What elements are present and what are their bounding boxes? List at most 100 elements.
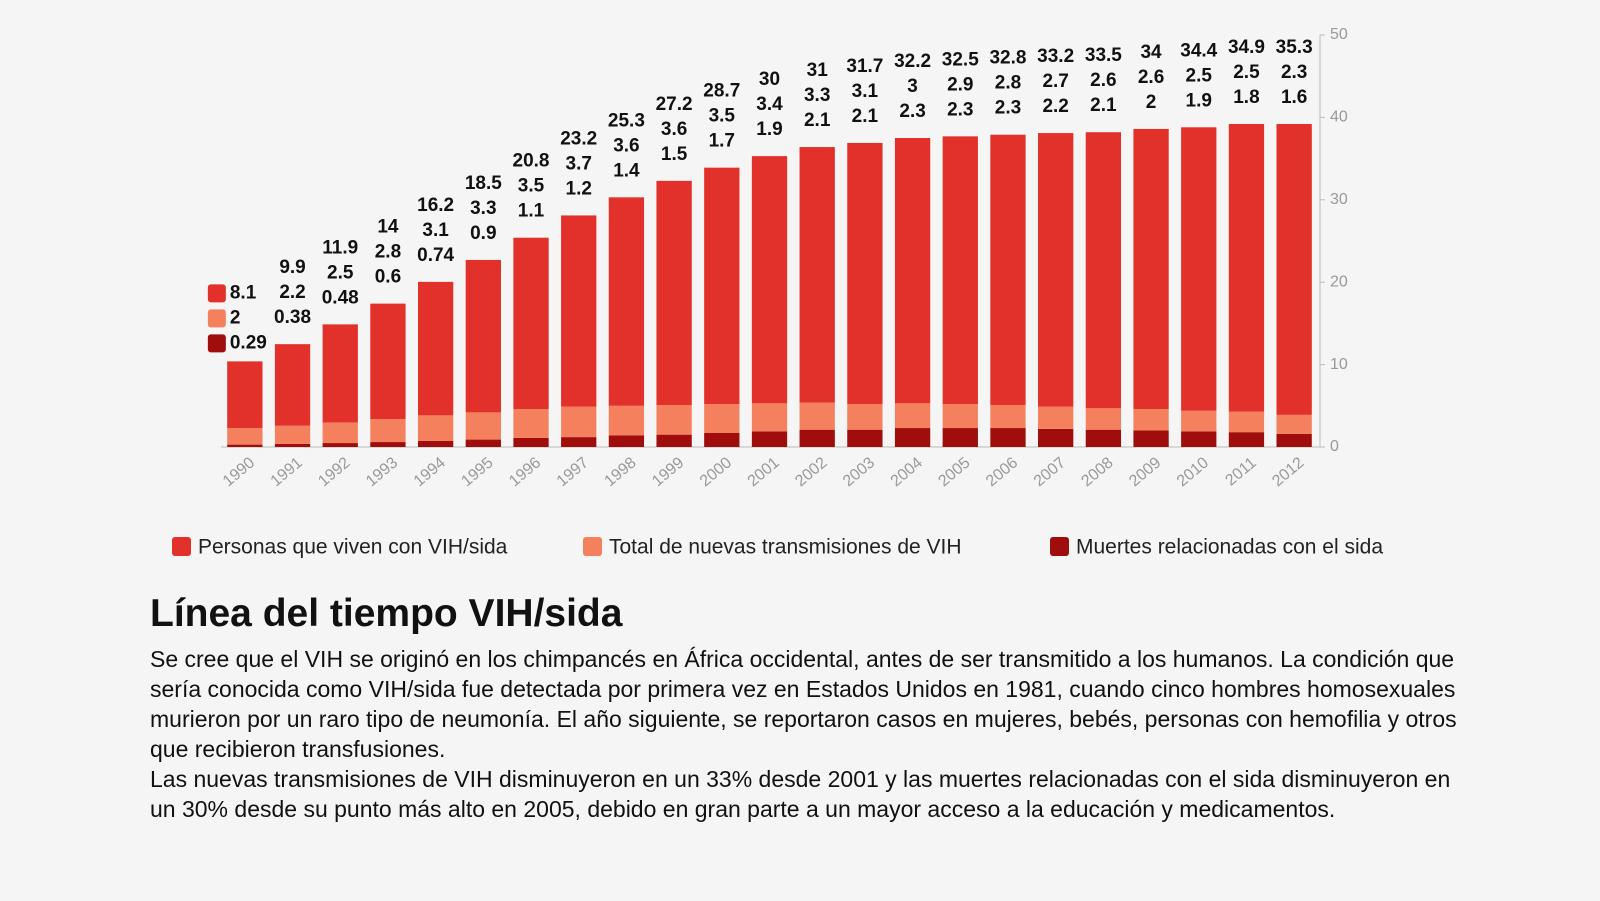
data-label: 33.2 [1037,46,1074,67]
bar-segment [322,324,358,423]
bar-segment [465,412,501,440]
x-tick-label: 2008 [1078,454,1116,490]
bar-segment [799,147,835,403]
data-label: 2.6 [1090,70,1116,91]
data-label: 23.2 [560,128,597,149]
label-swatch [207,309,226,328]
data-label: 33.5 [1085,45,1122,66]
data-label: 1.2 [566,178,592,199]
article: Línea del tiempo VIH/sida Se cree que el… [150,592,1480,824]
data-label: 9.9 [279,257,305,278]
data-label: 32.8 [989,48,1026,69]
bar-segment [561,406,597,438]
data-label: 3.5 [518,176,545,197]
bar-segment [847,429,883,447]
data-label: 14 [377,217,399,238]
bar-segment [656,434,692,447]
bar-segment [704,167,740,405]
x-tick-label: 2007 [1031,454,1069,490]
bar-segment [561,215,597,407]
data-label: 3.6 [661,119,687,140]
bar-segment [1085,408,1122,430]
x-tick-label: 2011 [1222,454,1259,489]
paragraph: Las nuevas transmisiones de VIH disminuy… [150,766,1451,822]
data-label: 3.3 [804,85,830,106]
bar-segment [1228,123,1265,412]
data-label: 2.1 [852,106,879,127]
data-label: 34 [1140,42,1162,63]
data-label: 2.3 [947,99,973,120]
bar-segment [751,403,788,432]
data-label: 11.9 [322,237,358,258]
bar-segment [990,134,1026,405]
bar-segment [561,437,597,447]
data-label: 2.8 [375,242,401,263]
bar-segment [656,180,692,405]
legend-label: Muertes relacionadas con el sida [1076,536,1383,559]
label-swatch [207,334,226,353]
data-label: 2.7 [1042,71,1068,92]
legend-swatch [583,537,602,556]
bar-segment [370,442,406,447]
bar-segment [656,404,692,435]
bar-segment [513,409,549,438]
data-label: 2.1 [1090,95,1117,116]
bar-segment [1181,410,1217,432]
chart: 0 10 20 30 40 50 8.1 2 0.29 1990 9.9 2.2 0.38 1991 11.… [172,26,1383,559]
bar-segment [990,428,1026,447]
data-label: 1.4 [613,160,640,181]
data-label: 28.7 [703,81,740,102]
x-tick-label: 1996 [506,454,544,490]
data-label: 32.2 [894,51,931,72]
bar-segment [799,402,835,430]
data-label: 2.2 [279,282,305,303]
bar-segment [227,361,263,429]
label-swatch [207,284,226,303]
bar-segment [370,303,406,419]
bar-segment [751,431,788,447]
x-tick-label: 1995 [458,454,496,490]
bar-segment [847,404,883,430]
bar-segment [1038,133,1074,407]
data-label: 3.1 [422,220,449,241]
bar-segment [417,440,454,447]
x-tick-label: 2004 [888,454,926,490]
x-tick-label: 1991 [268,454,306,490]
heading: Línea del tiempo VIH/sida [150,592,623,635]
bar-segment [704,404,740,433]
bar-segment [227,428,263,445]
data-label: 1.9 [1186,90,1212,111]
data-label: 3.3 [470,198,496,219]
bar-segment [894,403,931,429]
data-label: 1.5 [661,144,688,165]
legend-label: Personas que viven con VIH/sida [198,536,508,559]
bar-segment [513,237,549,410]
y-tick-label: 20 [1330,273,1348,290]
bar-segment [465,439,501,447]
bar-segment [1085,132,1122,409]
y-tick-label: 30 [1330,191,1348,208]
data-label: 3.5 [709,106,736,127]
x-tick-label: 2003 [840,454,878,490]
data-label: 3.7 [566,153,592,174]
bar-segment [1276,433,1312,447]
x-tick-label: 2006 [983,454,1021,490]
bar-segment [751,156,788,404]
bar-segment [1276,123,1312,415]
data-label: 16.2 [417,195,454,216]
data-label: 0.6 [375,267,401,288]
bar-segment [942,404,978,429]
bar-segment [608,197,645,406]
y-tick-label: 40 [1330,109,1348,126]
bar-segment [1181,127,1217,411]
bar-segment [465,259,501,413]
bar-segment [417,415,454,441]
bar-segment [274,425,311,444]
x-tick-label: 1994 [411,454,449,490]
x-tick-label: 2001 [745,454,783,490]
data-label: 3.4 [756,94,783,115]
data-label: 0.38 [274,307,311,328]
data-label: 25.3 [608,110,645,131]
x-tick-label: 2005 [935,454,973,490]
